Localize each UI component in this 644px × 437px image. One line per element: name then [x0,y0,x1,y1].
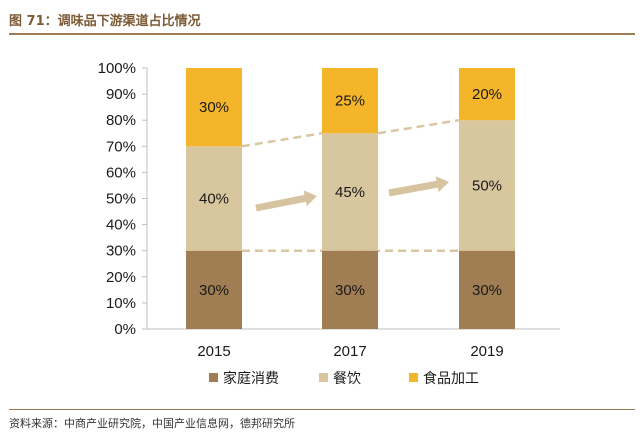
legend-swatch [319,373,328,382]
bar-segment [459,250,515,329]
y-tick-label: 50% [106,191,136,208]
x-tick-label: 2015 [197,343,230,360]
data-label: 40% [199,191,229,208]
bar-segment [322,68,378,134]
y-tick-label: 70% [106,138,136,155]
source-rule [9,409,635,410]
y-tick-label: 30% [106,243,136,260]
data-label: 30% [199,282,229,299]
y-tick-label: 10% [106,295,136,312]
title-rule [9,33,635,35]
legend-swatch [209,373,218,382]
figure-title: 图 71：调味品下游渠道占比情况 [9,14,201,29]
connector-line-upper [241,132,323,148]
source-note: 资料来源：中商产业研究院，中国产业信息网，德邦研究所 [9,417,295,430]
y-tick-label: 90% [106,86,136,103]
legend-label: 家庭消费 [223,370,279,386]
bar-segment [459,120,515,251]
legend-label: 餐饮 [333,370,361,386]
y-tick-label: 0% [114,321,136,338]
y-tick-label: 60% [106,164,136,181]
y-tick-label: 20% [106,269,136,286]
data-label: 50% [472,177,502,194]
y-tick-label: 100% [98,60,136,77]
data-label: 30% [335,282,365,299]
data-label: 20% [472,86,502,103]
data-label: 30% [472,282,502,299]
connector-line-upper [377,118,460,135]
bar-segment [186,250,242,329]
y-tick-label: 80% [106,112,136,129]
bar-segment [186,146,242,251]
legend-label: 食品加工 [423,370,479,386]
bar-segment [459,68,515,121]
data-label: 30% [199,99,229,116]
trend-arrow [388,176,449,197]
y-tick-label: 40% [106,217,136,234]
trend-arrow [255,190,317,212]
x-tick-label: 2017 [333,343,366,360]
data-label: 45% [335,184,365,201]
bar-segment [322,250,378,329]
data-label: 25% [335,93,365,110]
x-tick-label: 2019 [470,343,503,360]
legend-swatch [409,373,418,382]
bar-segment [322,133,378,251]
bar-segment [186,68,242,147]
